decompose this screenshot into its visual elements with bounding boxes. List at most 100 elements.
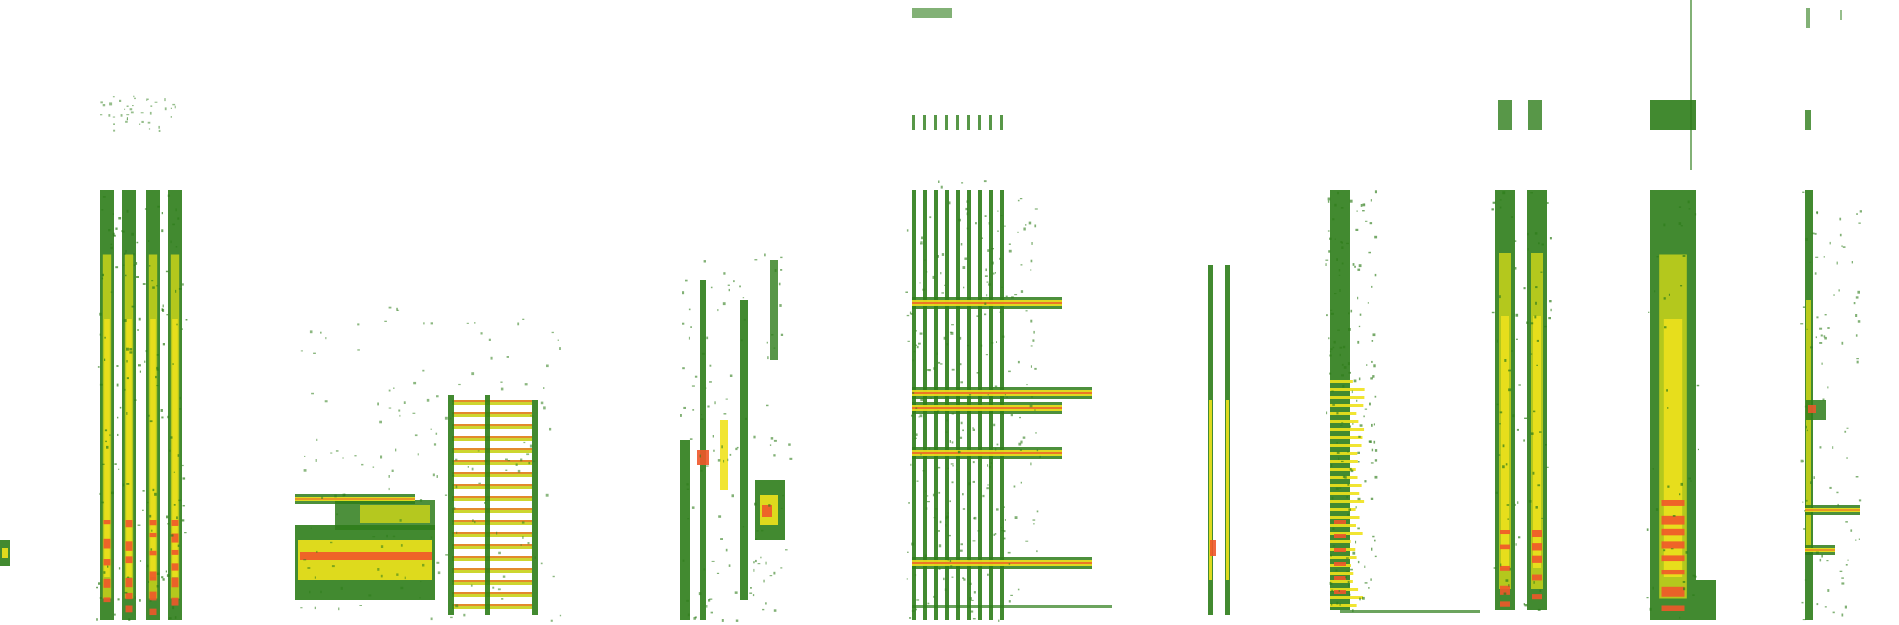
noise-speck xyxy=(912,392,915,394)
noise-speck xyxy=(985,354,988,356)
noise-speck xyxy=(336,513,339,516)
noise-speck xyxy=(331,565,335,568)
noise-speck xyxy=(1827,386,1829,389)
noise-speck xyxy=(1841,582,1845,585)
noise-speck xyxy=(1008,600,1011,603)
noise-speck xyxy=(987,464,989,467)
noise-speck xyxy=(989,397,991,400)
noise-speck xyxy=(1328,337,1330,340)
noise-speck xyxy=(1495,491,1498,494)
noise-speck xyxy=(155,375,157,379)
noise-speck xyxy=(1508,388,1512,392)
ladder-rung-peak xyxy=(452,448,532,450)
call-peak xyxy=(171,533,179,543)
noise-speck xyxy=(1349,593,1351,596)
noise-speck xyxy=(1001,530,1004,532)
noise-speck xyxy=(1363,415,1365,418)
noise-speck xyxy=(1816,603,1819,606)
noise-speck xyxy=(156,572,160,575)
noise-speck xyxy=(1371,285,1373,288)
noise-speck xyxy=(1527,248,1529,251)
noise-speck xyxy=(1355,506,1357,509)
ladder-rung xyxy=(452,412,532,417)
noise-speck xyxy=(1836,491,1839,494)
noise-speck xyxy=(1330,348,1333,351)
noise-speck xyxy=(123,252,126,255)
noise-speck xyxy=(490,356,493,360)
noise-speck xyxy=(158,129,161,132)
noise-speck xyxy=(925,507,928,510)
noise-speck xyxy=(686,483,689,486)
noise-speck xyxy=(162,578,165,581)
noise-speck xyxy=(963,578,966,581)
noise-speck xyxy=(981,237,983,239)
noise-speck xyxy=(1364,565,1366,568)
noise-speck xyxy=(937,410,940,414)
noise-speck xyxy=(127,576,130,578)
noise-speck xyxy=(1688,477,1691,480)
noise-speck xyxy=(959,336,962,340)
noise-speck xyxy=(956,469,958,471)
noise-speck xyxy=(386,534,388,538)
noise-speck xyxy=(1499,423,1501,425)
noise-speck xyxy=(181,519,185,522)
noise-speck xyxy=(997,230,999,232)
noise-speck xyxy=(1802,306,1805,308)
noise-speck xyxy=(950,331,954,335)
noise-speck xyxy=(456,531,458,534)
noise-speck xyxy=(734,591,738,594)
noise-speck xyxy=(1530,322,1534,325)
noise-speck xyxy=(115,266,119,269)
noise-speck xyxy=(324,400,328,403)
burst-line xyxy=(1330,396,1365,399)
noise-speck xyxy=(1696,384,1700,387)
noise-speck xyxy=(450,417,452,420)
tone-band-peak xyxy=(1805,509,1860,511)
noise-speck xyxy=(117,598,120,601)
noise-speck xyxy=(321,496,324,499)
noise-speck xyxy=(149,265,151,267)
noise-speck xyxy=(951,481,954,484)
noise-speck xyxy=(534,556,536,559)
noise-speck xyxy=(996,443,999,446)
ladder-rung xyxy=(452,568,532,573)
noise-speck xyxy=(1820,334,1823,337)
spectro-cell xyxy=(770,260,778,360)
noise-speck xyxy=(1496,339,1498,343)
noise-speck xyxy=(962,577,965,579)
burst-line xyxy=(1330,484,1362,487)
noise-speck xyxy=(1022,436,1026,439)
ladder-rung xyxy=(452,556,532,561)
noise-speck xyxy=(134,596,136,600)
noise-speck xyxy=(437,571,441,575)
noise-speck xyxy=(330,452,333,454)
noise-speck xyxy=(958,218,961,222)
noise-speck xyxy=(986,294,988,297)
noise-speck xyxy=(952,465,954,467)
noise-speck xyxy=(1332,218,1335,221)
noise-speck xyxy=(1842,246,1846,248)
noise-speck xyxy=(126,114,130,116)
noise-speck xyxy=(161,416,164,419)
noise-speck xyxy=(1348,328,1351,331)
noise-speck xyxy=(455,458,458,461)
noise-speck xyxy=(1374,449,1378,452)
noise-speck xyxy=(396,307,398,311)
noise-speck xyxy=(393,387,395,389)
noise-speck xyxy=(780,333,784,336)
noise-speck xyxy=(1356,399,1358,402)
noise-speck xyxy=(1805,499,1808,502)
comb-tooth-top xyxy=(967,115,970,130)
noise-speck xyxy=(1536,339,1539,342)
noise-speck xyxy=(767,356,769,360)
noise-speck xyxy=(96,586,98,589)
noise-speck xyxy=(399,414,401,417)
noise-speck xyxy=(400,544,403,547)
noise-speck xyxy=(498,551,501,555)
noise-speck xyxy=(354,455,357,457)
noise-speck xyxy=(789,457,793,460)
noise-speck xyxy=(1815,551,1819,555)
noise-speck xyxy=(735,619,739,622)
noise-speck xyxy=(116,365,119,367)
noise-speck xyxy=(966,212,969,216)
